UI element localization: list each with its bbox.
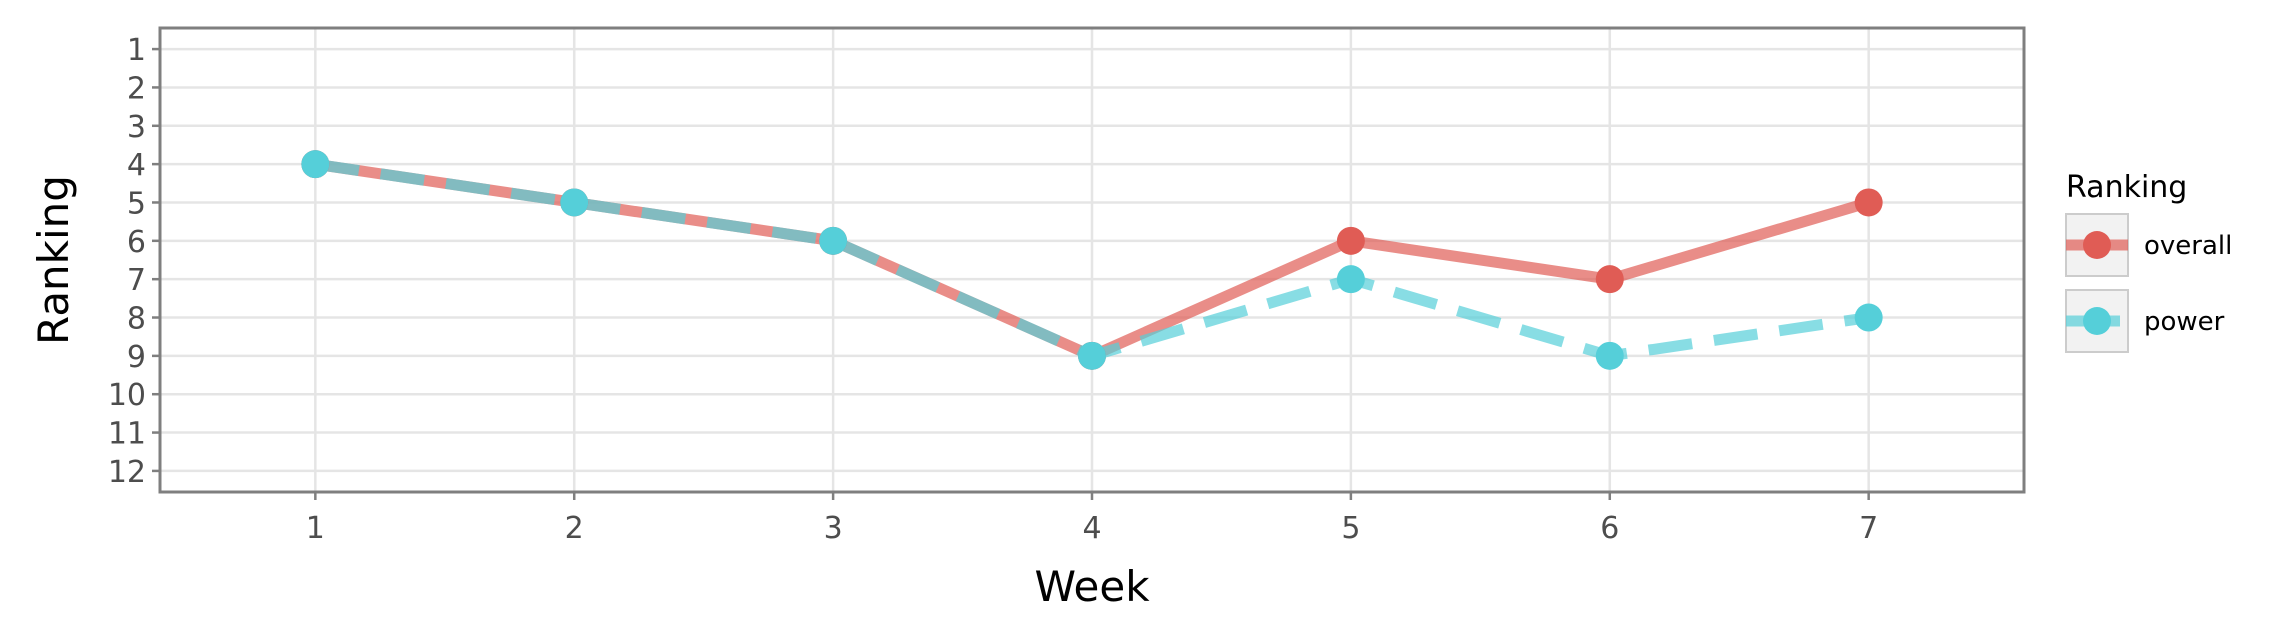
data-point-power (560, 188, 589, 217)
y-tick-label: 3 (127, 110, 146, 145)
y-tick-label: 11 (108, 417, 146, 452)
legend-item-overall: overall (2065, 213, 2232, 277)
data-point-overall (1336, 226, 1365, 255)
legend-title: Ranking (2066, 170, 2187, 205)
y-tick-label: 9 (127, 340, 146, 375)
legend-label: overall (2144, 231, 2232, 261)
y-tick-label: 10 (108, 378, 146, 413)
x-tick-label: 6 (1600, 511, 1619, 546)
y-tick-label: 2 (127, 71, 146, 106)
x-tick-label: 4 (1082, 511, 1101, 546)
y-tick-label: 5 (127, 186, 146, 221)
y-tick-label: 6 (127, 225, 146, 260)
legend-key-point (2083, 307, 2111, 335)
data-point-overall (1854, 188, 1883, 217)
data-point-overall (1595, 265, 1624, 294)
data-point-power (1595, 341, 1624, 370)
y-tick-label: 1 (127, 33, 146, 68)
data-point-power (1336, 265, 1365, 294)
data-point-power (1078, 341, 1106, 370)
data-point-power (1854, 303, 1883, 332)
y-tick-label: 4 (127, 148, 146, 183)
legend-label: power (2144, 307, 2225, 337)
legend-key-point (2083, 231, 2111, 259)
data-point-power (301, 150, 330, 179)
y-tick-label: 8 (127, 302, 146, 337)
x-tick-label: 5 (1341, 511, 1360, 546)
x-tick-label: 1 (306, 511, 325, 546)
x-tick-label: 3 (824, 511, 843, 546)
x-axis-title: Week (1034, 562, 1150, 611)
y-tick-label: 12 (108, 455, 146, 490)
series-points (301, 150, 1883, 370)
grid-lines (160, 28, 2024, 492)
y-tick-label: 7 (127, 263, 146, 298)
x-tick-label: 2 (565, 511, 584, 546)
legend-item-power: power (2065, 289, 2225, 353)
x-tick-label: 7 (1859, 511, 1878, 546)
data-point-power (819, 226, 848, 255)
y-axis-title: Ranking (29, 175, 78, 345)
legend: Ranking overall power (2065, 170, 2232, 353)
